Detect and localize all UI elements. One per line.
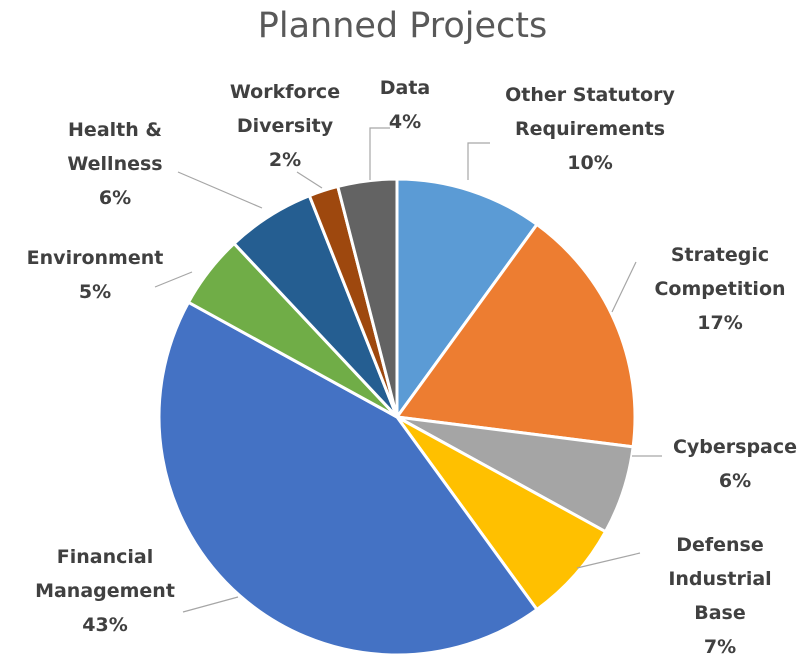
category-label: Data: [379, 77, 431, 99]
data-label: Environment 5%: [10, 241, 180, 309]
category-label: Cyberspace: [672, 436, 798, 458]
pie-slice: [157, 300, 539, 657]
value-label: 2%: [268, 149, 302, 171]
category-label: Workforce Diversity: [229, 81, 341, 137]
category-label: Financial Management: [35, 546, 175, 602]
leader-line: [611, 261, 637, 313]
data-label: Financial Management 43%: [18, 540, 193, 642]
value-label: 10%: [567, 152, 613, 174]
data-label: Strategic Competition 17%: [653, 238, 788, 340]
data-label: Data 4%: [365, 71, 445, 139]
data-label: Cyberspace 6%: [670, 430, 800, 498]
category-label: Other Statutory Requirements: [505, 84, 675, 140]
value-label: 43%: [82, 614, 128, 636]
leader-line: [296, 171, 323, 189]
value-label: 7%: [703, 636, 737, 658]
leader-line: [369, 127, 390, 180]
leader-line: [576, 552, 641, 569]
chart-title: Planned Projects: [257, 6, 548, 46]
category-label: Strategic Competition: [654, 244, 786, 300]
leader-line: [467, 142, 490, 180]
category-label: Defense Industrial Base: [668, 534, 772, 624]
category-label: Environment: [26, 247, 164, 269]
pie-slice: [394, 222, 637, 449]
data-label: Workforce Diversity 2%: [218, 75, 353, 177]
data-label: Health & Wellness 6%: [53, 113, 178, 215]
pie-slice: [395, 177, 539, 422]
value-label: 4%: [388, 111, 422, 133]
category-label: Health & Wellness: [67, 119, 163, 175]
leader-line: [154, 271, 193, 288]
leader-line: [177, 171, 263, 209]
value-label: 6%: [718, 470, 752, 492]
pie-slice: [335, 177, 399, 418]
data-label: Other Statutory Requirements 10%: [503, 78, 678, 180]
value-label: 6%: [98, 187, 132, 209]
value-label: 17%: [697, 312, 743, 334]
leader-line: [182, 596, 239, 613]
value-label: 5%: [78, 281, 112, 303]
pie-slice: [395, 415, 608, 612]
data-label: Defense Industrial Base 7%: [663, 528, 778, 664]
